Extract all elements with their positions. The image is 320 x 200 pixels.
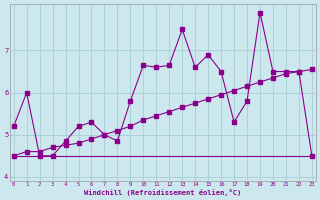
X-axis label: Windchill (Refroidissement éolien,°C): Windchill (Refroidissement éolien,°C): [84, 189, 241, 196]
